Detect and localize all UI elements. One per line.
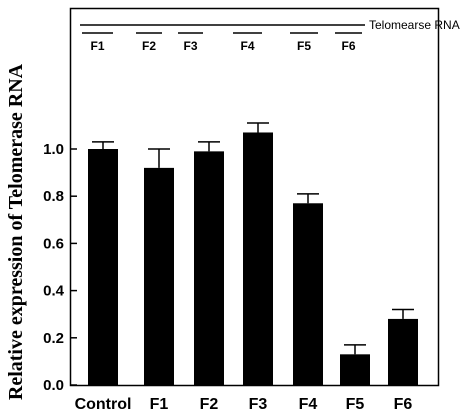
x-tick-label: Control [75, 396, 132, 413]
bar [340, 354, 370, 385]
fragment-label: F5 [297, 39, 311, 53]
plot-frame [69, 7, 440, 387]
x-tick-label: F5 [346, 396, 365, 413]
telomerase-rna-label: Telomearse RNA [369, 18, 460, 32]
x-tick-label: F3 [249, 396, 268, 413]
fragment-label: F3 [183, 39, 197, 53]
y-tick-label: 0.8 [43, 188, 64, 205]
fragment-label: F2 [142, 39, 156, 53]
y-tick-label: 0.0 [43, 377, 64, 394]
bar [88, 149, 118, 385]
y-tick-label: 1.0 [43, 141, 64, 158]
y-axis: 0.0 0.2 0.4 0.6 0.8 1.0 [43, 141, 77, 394]
x-tick-label: F4 [299, 396, 318, 413]
x-tick-label: F6 [394, 396, 413, 413]
bar-series [88, 122, 418, 385]
bar [243, 132, 273, 385]
bar [144, 167, 174, 385]
fragment-label: F6 [341, 39, 355, 53]
fragment-label: F4 [240, 39, 254, 53]
y-tick-label: 0.4 [43, 283, 65, 300]
y-axis-label: Relative expression of Telomerase RNA [5, 63, 27, 400]
x-tick-label: F2 [200, 396, 219, 413]
y-tick-label: 0.6 [43, 235, 64, 252]
y-tick-label: 0.2 [43, 330, 64, 347]
fragment-schematic: F1 F2 F3 F4 F5 F6 [82, 32, 362, 53]
bar [194, 151, 224, 385]
bar [388, 318, 418, 385]
bar [293, 203, 323, 385]
x-axis: Control F1 F2 F3 F4 F5 F6 [75, 396, 413, 413]
fragment-label: F1 [90, 39, 104, 53]
x-tick-label: F1 [150, 396, 169, 413]
